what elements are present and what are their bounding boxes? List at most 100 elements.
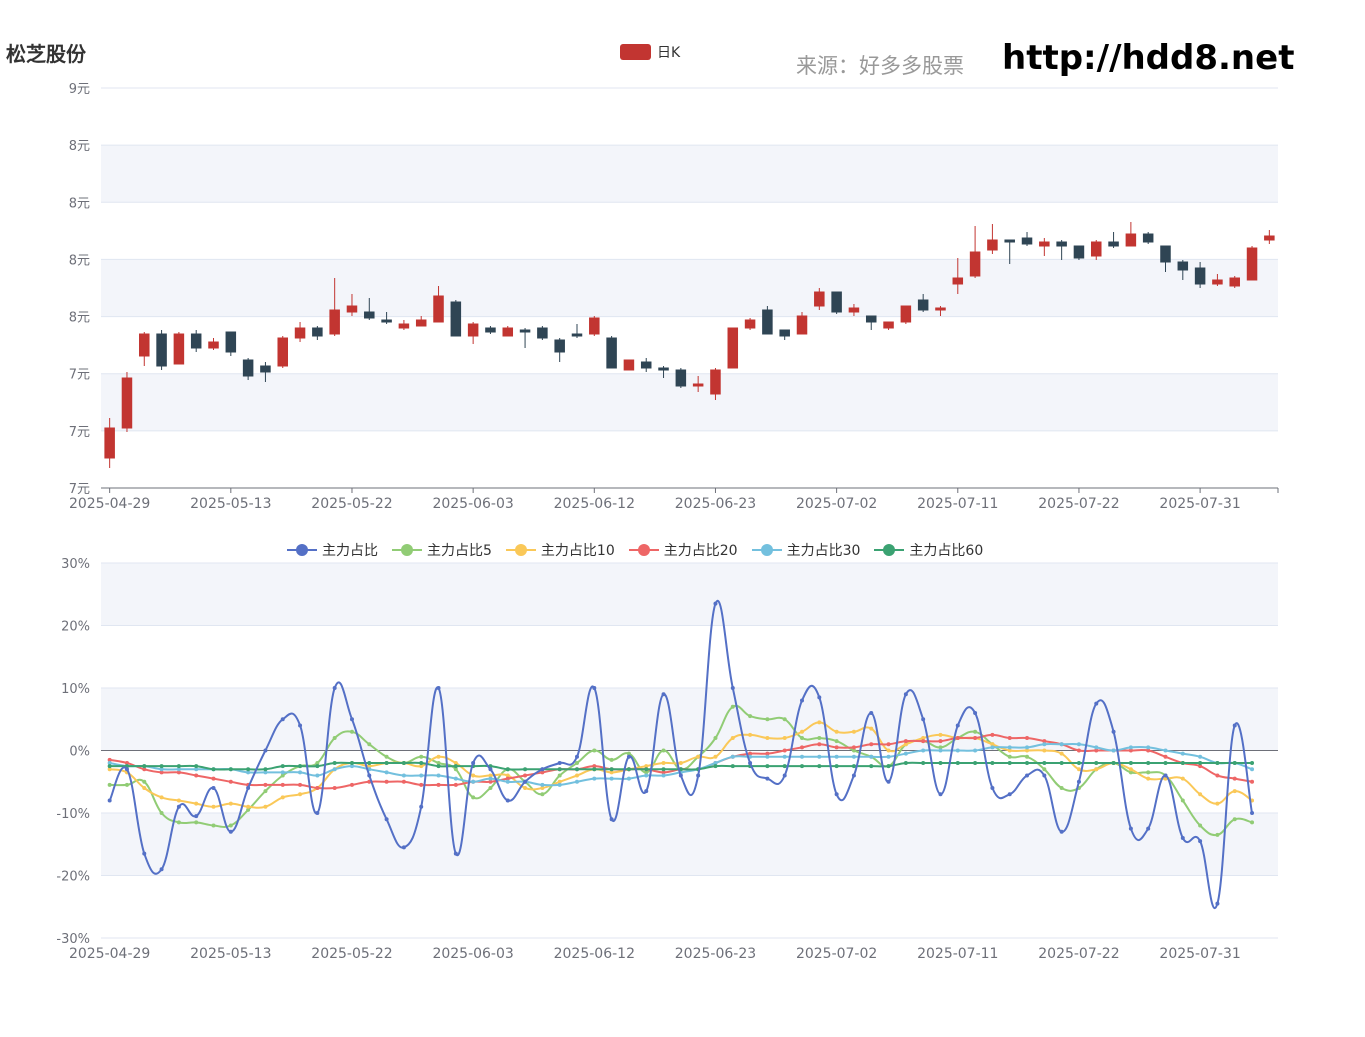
legend-label-1: 主力占比5 [427,543,492,559]
series-point-4 [298,770,303,775]
series-point-0 [1163,773,1168,778]
series-point-5 [1215,761,1220,765]
candle-body [433,295,444,323]
legend-marker-5 [874,544,905,556]
series-point-4 [955,748,960,753]
series-point-2 [505,773,510,778]
series-point-4 [921,748,926,753]
series-point-1 [765,717,770,722]
series-point-4 [1042,742,1047,747]
series-point-1 [540,792,545,797]
series-point-2 [159,795,164,800]
candle-body [1073,245,1085,259]
series-point-3 [401,779,406,784]
series-point-2 [817,720,822,725]
kline-x-tick-label: 2025-06-23 [675,496,756,512]
legend-marker-2 [505,544,536,556]
series-point-0 [298,723,303,728]
series-point-0 [903,692,908,697]
candle-body [987,239,998,251]
line-axis: 30% 20% 10% 0% -10% -20% -30%2025-04-29 2025-05… [56,557,1278,962]
line-x-tick-label: 2025-07-31 [1159,946,1240,962]
series-point-1 [644,770,649,775]
line-x-tick-label: 2025-06-23 [675,946,756,962]
series-point-2 [1180,776,1185,781]
kline-legend[interactable]: 日K [620,42,680,62]
candle-body [1212,279,1223,285]
candle-body [242,359,254,377]
candle-body [1160,245,1171,263]
series-point-4 [644,773,649,778]
series-point-3 [523,773,528,778]
series-point-4 [973,748,978,753]
legend-item-1[interactable]: 主力占比5 [392,540,492,560]
series-point-5 [938,761,943,765]
series-point-4 [419,773,424,778]
candle-body [173,333,185,365]
legend-item-4[interactable]: 主力占比30 [751,540,860,560]
legend-item-3[interactable]: 主力占比20 [628,540,738,560]
line-x-tick-label: 2025-04-29 [69,946,150,962]
legend-item-2[interactable]: 主力占比10 [505,540,615,560]
series-point-4 [1007,745,1012,750]
site-url[interactable]: http://hdd8.net [1002,38,1295,78]
series-point-0 [1232,723,1237,728]
series-point-2 [886,748,891,753]
series-point-5 [609,767,614,772]
source-text: 来源：好多多股票 [796,54,964,78]
line-x-tick-label: 2025-06-03 [432,946,513,962]
candle-body [762,309,773,335]
series-point-5 [401,761,406,765]
series-point-4 [609,776,614,781]
candle-body [225,331,237,353]
kline-x-tick-label: 2025-04-29 [69,496,150,512]
series-point-3 [955,736,960,740]
series-point-3 [1007,736,1012,740]
series-point-4 [557,782,562,787]
series-point-0 [1025,773,1030,778]
series-point-1 [557,773,562,778]
series-point-3 [419,782,424,787]
candle-body [467,323,479,337]
series-point-1 [973,729,978,734]
legend-item-0[interactable]: 主力占比 [287,540,378,560]
line-series [107,599,1255,909]
legend-label-5: 主力占比60 [909,543,984,559]
legend-marker-0 [287,544,317,556]
candle-body [675,369,687,387]
legend-item-5[interactable]: 主力占比60 [874,540,983,560]
series-point-1 [384,754,389,759]
series-point-3 [765,751,770,756]
series-point-5 [626,767,631,772]
legend-marker-3 [628,544,659,556]
series-point-0 [765,776,770,781]
series-point-4 [574,779,579,784]
series-point-2 [211,804,216,809]
series-point-2 [1042,748,1047,753]
legend-marker-1 [392,544,422,556]
series-point-3 [886,742,891,747]
series-point-0 [800,698,805,703]
series-point-1 [1042,767,1047,772]
series-point-5 [1007,761,1012,765]
series-point-4 [176,767,181,772]
series-point-4 [1163,748,1168,753]
candle-body [969,251,981,277]
series-point-4 [332,767,337,772]
series-point-4 [159,767,164,772]
kline-y-tick-label: 8元 [69,196,90,211]
series-point-5 [1076,761,1081,765]
series-point-1 [280,773,285,778]
candle-body [1108,241,1119,247]
series-point-3 [1042,739,1047,744]
kline-legend-label: 日K [657,45,681,61]
series-point-4 [384,770,389,775]
kline-x-tick-label: 2025-05-13 [190,496,271,512]
series-point-2 [869,726,874,731]
line-x-tick-label: 2025-05-13 [190,946,271,962]
series-point-0 [1094,701,1099,706]
candle-body [1090,241,1102,257]
series-point-0 [644,789,649,794]
series-point-2 [730,736,735,740]
series-point-1 [817,736,822,740]
